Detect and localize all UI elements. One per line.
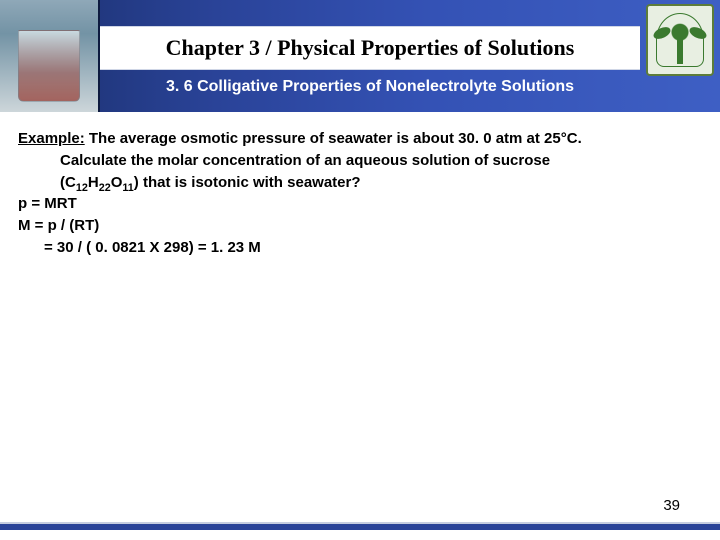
example-text-1: The average osmotic pressure of seawater…	[85, 130, 582, 147]
chapter-title: Chapter 3 / Physical Properties of Solut…	[166, 35, 575, 61]
formula-post: ) that is isotonic with seawater?	[134, 174, 361, 191]
footer-rule	[0, 524, 720, 530]
slide-body: Example: The average osmotic pressure of…	[18, 128, 702, 259]
formula-mid2: O	[111, 174, 123, 191]
formula-mid1: H	[88, 174, 99, 191]
example-line-2: Calculate the molar concentration of an …	[18, 150, 702, 172]
equation-3: = 30 / ( 0. 0821 X 298) = 1. 23 M	[18, 237, 702, 259]
equation-1: p = MRT	[18, 193, 702, 215]
emblem-icon	[656, 13, 704, 67]
section-subtitle: 3. 6 Colligative Properties of Nonelectr…	[100, 78, 640, 96]
formula-sub1: 12	[76, 182, 88, 194]
title-bar: Chapter 3 / Physical Properties of Solut…	[100, 26, 640, 70]
university-logo	[646, 4, 714, 76]
example-line-1: Example: The average osmotic pressure of…	[18, 128, 702, 150]
example-line-3: (C12H22O11) that is isotonic with seawat…	[18, 172, 702, 194]
page-number: 39	[663, 497, 680, 514]
beaker-image	[0, 0, 100, 112]
formula-sub2: 22	[99, 182, 111, 194]
example-label: Example:	[18, 130, 85, 147]
formula-sub3: 11	[122, 182, 133, 194]
formula-pre: (C	[60, 174, 76, 191]
header-band: Chapter 3 / Physical Properties of Solut…	[0, 0, 720, 112]
equation-2: M = p / (RT)	[18, 215, 702, 237]
